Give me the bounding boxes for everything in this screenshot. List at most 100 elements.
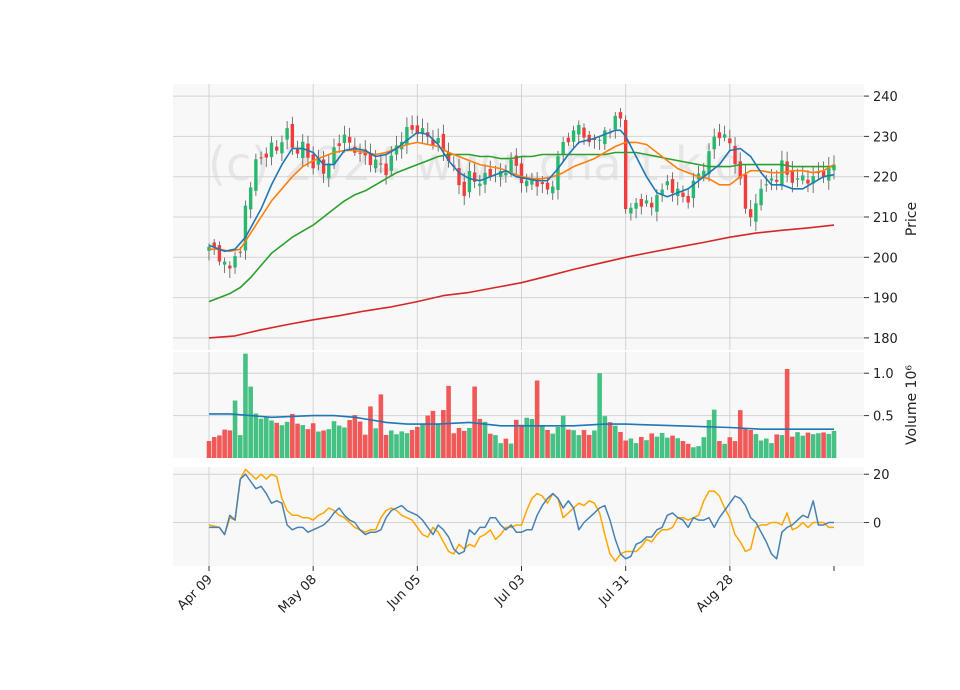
candle-up bbox=[243, 205, 248, 251]
volume-bar bbox=[316, 431, 321, 458]
volume-bar bbox=[722, 443, 727, 458]
volume-bar bbox=[347, 420, 352, 458]
candle-up bbox=[436, 138, 440, 144]
volume-bar bbox=[685, 443, 691, 458]
volume-bar bbox=[279, 425, 285, 458]
candle-down bbox=[290, 123, 295, 148]
ma-slow-line bbox=[208, 151, 834, 303]
candle-down bbox=[785, 161, 789, 175]
candle-down bbox=[238, 251, 242, 253]
candle-down bbox=[462, 181, 466, 196]
volume-bar bbox=[550, 433, 556, 458]
volume-bar bbox=[659, 433, 665, 458]
volume-bar bbox=[774, 434, 780, 458]
candle-up bbox=[665, 181, 670, 186]
candle-up bbox=[571, 130, 576, 142]
candle-up bbox=[530, 179, 534, 185]
candle-down bbox=[650, 202, 654, 208]
y-tick-label: 180 bbox=[873, 332, 898, 347]
candle-up bbox=[811, 176, 815, 184]
volume-bar bbox=[633, 443, 639, 458]
volume-bar bbox=[732, 441, 738, 458]
candle-down bbox=[587, 134, 591, 143]
volume-bar bbox=[378, 394, 384, 458]
volume-bar bbox=[691, 447, 696, 458]
panel-background-2 bbox=[173, 467, 864, 566]
volume-bar bbox=[784, 368, 790, 458]
candle-up bbox=[634, 202, 638, 209]
candle-up bbox=[285, 128, 289, 140]
candle-down bbox=[446, 151, 451, 162]
volume-bar bbox=[217, 435, 222, 458]
candle-up bbox=[660, 189, 664, 196]
volume-bar bbox=[206, 441, 212, 458]
volume-bar bbox=[394, 434, 399, 458]
volume-bar bbox=[425, 415, 431, 458]
candle-up bbox=[332, 147, 336, 165]
candle-down bbox=[368, 152, 373, 166]
volume-bar bbox=[415, 426, 420, 458]
volume-bar bbox=[618, 431, 623, 458]
volume-bar bbox=[237, 435, 243, 458]
oscillator-panel bbox=[173, 468, 864, 562]
candle-up bbox=[795, 178, 800, 180]
candle-down bbox=[566, 137, 571, 143]
candle-up bbox=[764, 184, 768, 186]
x-tick-label: Jul 03 bbox=[491, 572, 528, 609]
candle-down bbox=[488, 168, 492, 177]
volume-bar bbox=[243, 353, 248, 458]
volume-bar bbox=[748, 429, 753, 458]
y-tick-label: 20 bbox=[873, 468, 890, 483]
candle-up bbox=[327, 163, 331, 179]
volume-bar bbox=[456, 427, 462, 458]
candle-down bbox=[228, 265, 232, 269]
volume-bar bbox=[420, 423, 425, 458]
volume-bar bbox=[701, 437, 707, 458]
volume-bar bbox=[383, 434, 389, 458]
candle-up bbox=[478, 183, 482, 187]
volume-bar bbox=[388, 430, 394, 458]
candle-up bbox=[467, 171, 472, 193]
volume-bar bbox=[508, 443, 514, 458]
volume-bar bbox=[795, 432, 800, 458]
volume-panel bbox=[173, 353, 864, 458]
volume-bar bbox=[623, 440, 628, 458]
volume-bar bbox=[441, 410, 446, 458]
y-tick-label: 0.5 bbox=[873, 410, 894, 425]
y-tick-label: 220 bbox=[873, 171, 898, 186]
volume-bar bbox=[737, 410, 743, 458]
candle-down bbox=[790, 170, 795, 183]
y-tick-label: 230 bbox=[873, 130, 898, 145]
y-tick-label: 240 bbox=[873, 90, 898, 105]
volume-bar bbox=[342, 427, 347, 458]
volume-bar bbox=[352, 415, 358, 458]
x-tick-label: Aug 28 bbox=[693, 572, 736, 615]
candle-down bbox=[384, 163, 388, 176]
volume-bar bbox=[461, 430, 467, 458]
candle-up bbox=[801, 175, 805, 181]
candle-up bbox=[613, 115, 617, 130]
candle-up bbox=[551, 186, 555, 194]
candle-down bbox=[259, 157, 263, 159]
candle-down bbox=[295, 148, 300, 154]
volume-bar bbox=[284, 421, 290, 458]
candle-down bbox=[347, 136, 352, 143]
volume-bar bbox=[326, 429, 332, 458]
candle-down bbox=[728, 138, 732, 144]
volume-bar bbox=[513, 419, 519, 458]
candle-down bbox=[717, 132, 722, 139]
candle-up bbox=[722, 134, 727, 138]
volume-bar bbox=[430, 410, 436, 458]
volume-bar bbox=[706, 420, 712, 458]
y-tick-label: 190 bbox=[873, 292, 898, 307]
y-tick-label: 0 bbox=[873, 517, 881, 532]
volume-bar bbox=[763, 438, 769, 458]
candle-down bbox=[212, 242, 216, 248]
volume-bar bbox=[222, 429, 227, 458]
volume-bar bbox=[295, 423, 300, 458]
candle-down bbox=[379, 163, 383, 165]
candle-down bbox=[681, 192, 685, 197]
volume-bar bbox=[758, 440, 764, 458]
volume-bar bbox=[696, 446, 701, 458]
candle-up bbox=[832, 164, 836, 171]
